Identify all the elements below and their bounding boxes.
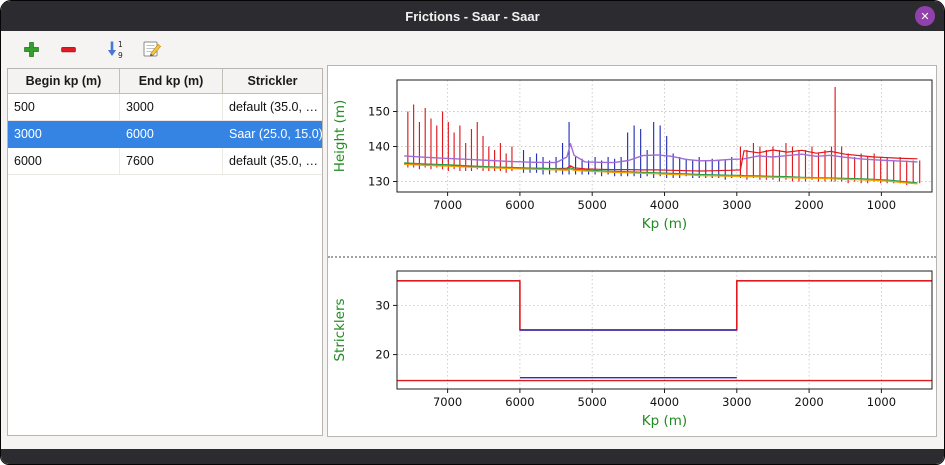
green-bed-line <box>404 162 918 184</box>
charts-panel: 7000 6000 5000 4000 3000 2000 1000 130 140 150 Kp … <box>327 65 937 437</box>
frictions-table: Begin kp (m) End kp (m) Strickler 500 30… <box>7 68 323 436</box>
cell-strickler[interactable]: default (35.0, … <box>229 100 318 114</box>
edit-button[interactable] <box>140 37 164 61</box>
x-tick-label: 3000 <box>722 198 751 212</box>
y-tick-label: 140 <box>368 140 390 154</box>
height-profile-chart: 7000 6000 5000 4000 3000 2000 1000 130 140 150 Kp … <box>328 66 936 256</box>
cell-strickler[interactable]: default (35.0, … <box>229 154 318 168</box>
column-header-strickler[interactable]: Strickler <box>247 74 298 88</box>
y-axis-label: Stricklers <box>332 298 348 361</box>
edit-pencil-icon <box>143 41 162 57</box>
x-tick-label: 2000 <box>794 198 823 212</box>
y-tick-label: 150 <box>368 105 390 119</box>
titlebar[interactable]: Frictions - Saar - Saar ✕ <box>1 1 944 31</box>
sort-button[interactable]: 1 9 <box>103 37 127 61</box>
cell-begin-kp[interactable]: 6000 <box>8 148 120 174</box>
stricklers-chart: 7000 6000 5000 4000 3000 2000 1000 20 30 Kp (m) St… <box>328 259 936 436</box>
x-tick-label: 5000 <box>578 198 607 212</box>
toolbar: 1 9 <box>1 31 944 67</box>
x-tick-label: 1000 <box>867 198 896 212</box>
window-title: Frictions - Saar - Saar <box>405 8 540 24</box>
y-tick-label: 130 <box>368 175 390 189</box>
table-row[interactable]: 500 3000 default (35.0, … <box>8 94 322 121</box>
sort-numeric-icon: 1 9 <box>107 40 123 59</box>
x-tick-label: 5000 <box>578 395 607 409</box>
x-tick-label: 6000 <box>505 395 534 409</box>
sort-top-digit: 1 <box>118 40 123 49</box>
height-profile-canvas: 7000 6000 5000 4000 3000 2000 1000 130 140 150 Kp … <box>332 79 933 232</box>
delete-row-button[interactable] <box>56 37 80 61</box>
close-icon: ✕ <box>920 9 930 23</box>
minus-icon <box>60 46 76 52</box>
table-row[interactable]: 3000 6000 Saar (25.0, 15.0) <box>8 121 322 148</box>
table-header: Begin kp (m) End kp (m) Strickler <box>8 69 322 94</box>
x-tick-label: 7000 <box>433 395 462 409</box>
window-bottom-bar <box>1 449 944 464</box>
water-level-line <box>404 142 918 164</box>
y-tick-label: 30 <box>375 298 390 312</box>
window-body: 1 9 Begin kp (m) End kp (m) Strickler <box>1 31 944 464</box>
y-axis-label: Height (m) <box>332 100 348 173</box>
cell-end-kp[interactable]: 7600 <box>120 148 223 174</box>
plus-icon <box>23 41 39 57</box>
y-tick-label: 20 <box>375 348 390 362</box>
x-axis-label: Kp (m) <box>642 216 687 232</box>
chart-splitter-handle[interactable] <box>328 256 936 259</box>
close-button[interactable]: ✕ <box>915 6 935 26</box>
orange-bed-line <box>404 163 918 185</box>
x-tick-label: 3000 <box>722 395 751 409</box>
sort-bottom-digit: 9 <box>118 51 123 59</box>
x-tick-label: 6000 <box>505 198 534 212</box>
cell-end-kp[interactable]: 6000 <box>126 127 154 141</box>
x-tick-label: 1000 <box>867 395 896 409</box>
column-header-begin-kp[interactable]: Begin kp (m) <box>8 69 120 93</box>
cell-begin-kp[interactable]: 500 <box>8 94 120 120</box>
table-row[interactable]: 6000 7600 default (35.0, … <box>8 148 322 175</box>
x-tick-label: 2000 <box>794 395 823 409</box>
column-header-end-kp[interactable]: End kp (m) <box>120 69 223 93</box>
cell-begin-kp[interactable]: 3000 <box>14 127 42 141</box>
x-tick-label: 4000 <box>650 198 679 212</box>
add-row-button[interactable] <box>19 37 43 61</box>
stricklers-canvas: 7000 6000 5000 4000 3000 2000 1000 20 30 Kp (m) St… <box>332 270 933 429</box>
x-tick-label: 4000 <box>650 395 679 409</box>
x-tick-label: 7000 <box>433 198 462 212</box>
cell-end-kp[interactable]: 3000 <box>120 94 223 120</box>
cell-strickler[interactable]: Saar (25.0, 15.0) <box>229 127 322 141</box>
x-axis-label: Kp (m) <box>642 413 687 429</box>
